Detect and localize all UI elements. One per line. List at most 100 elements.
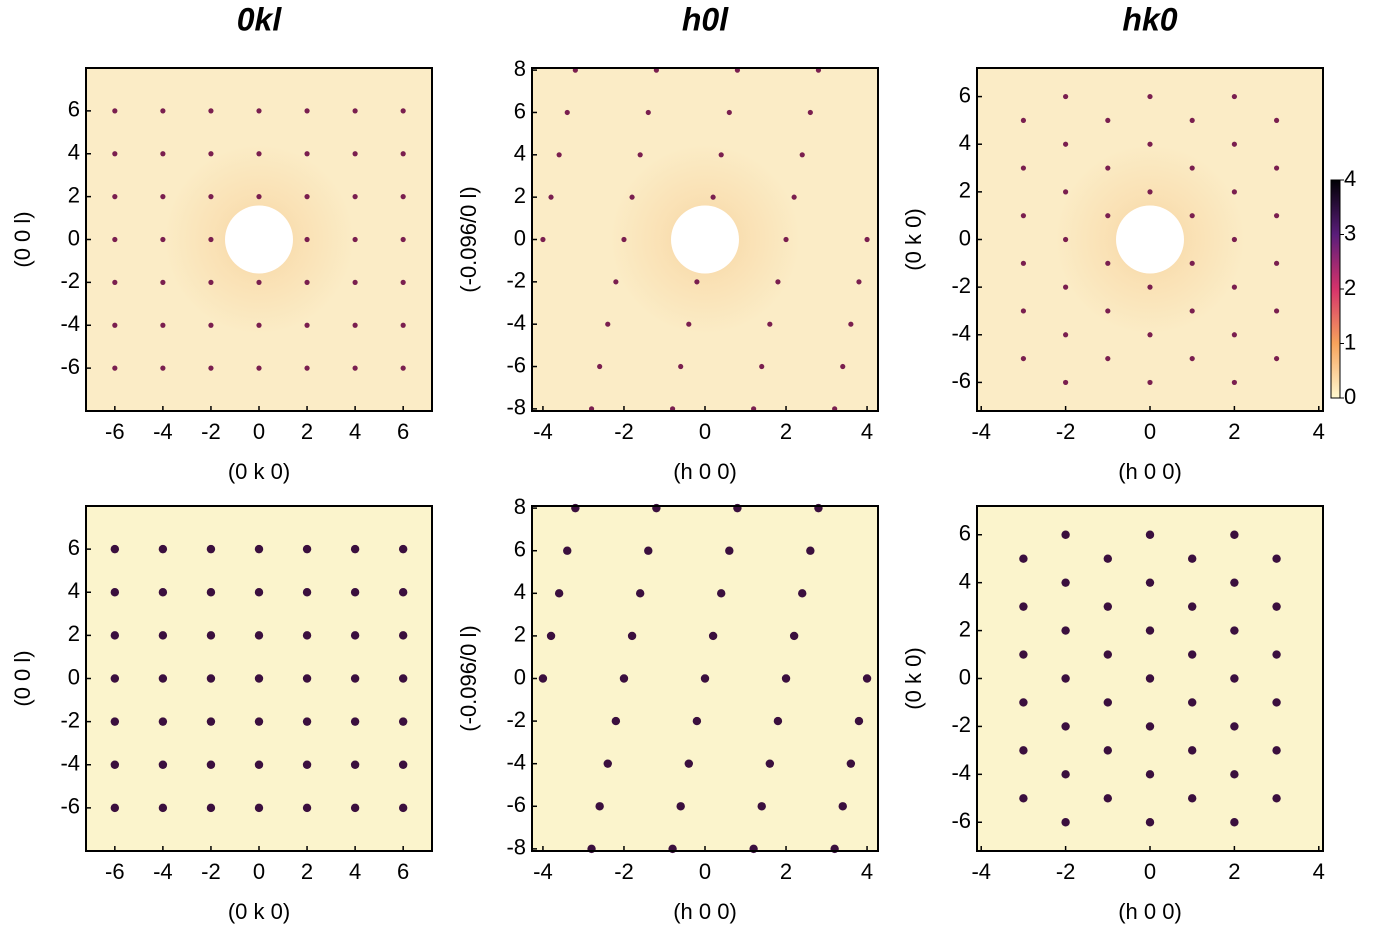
x-tick-label: 4	[349, 859, 361, 884]
x-tick-label: 2	[301, 859, 313, 884]
x-tick-label: 6	[397, 419, 409, 444]
bragg-peak	[1231, 379, 1237, 386]
bragg-peak	[350, 588, 360, 597]
bragg-peak	[554, 589, 564, 598]
bragg-peak	[350, 803, 360, 813]
bragg-peak	[160, 236, 166, 243]
x-tick-label: 0	[699, 859, 711, 884]
y-tick-label: -6	[60, 794, 80, 819]
bragg-peak	[206, 631, 216, 640]
bragg-peak	[1147, 379, 1153, 386]
bragg-peak	[1105, 260, 1111, 266]
bragg-peak	[256, 322, 262, 328]
x-axis-label: (0 k 0)	[228, 899, 290, 924]
bragg-peak	[1061, 770, 1070, 779]
bragg-peak	[775, 279, 781, 285]
bragg-peak	[256, 151, 262, 157]
x-tick-label: 0	[699, 419, 711, 444]
bragg-peak	[767, 321, 773, 327]
bragg-peak	[254, 544, 264, 554]
bragg-peak	[1103, 794, 1113, 803]
bragg-peak	[302, 717, 312, 726]
bragg-peak	[352, 322, 358, 328]
bragg-peak	[400, 322, 406, 328]
y-tick-label: 4	[514, 141, 526, 166]
x-tick-label: -2	[1056, 419, 1076, 444]
bragg-peak	[1019, 650, 1028, 659]
x-tick-label: 2	[780, 419, 792, 444]
bragg-peak	[304, 279, 310, 285]
x-tick-label: 0	[1144, 859, 1156, 884]
x-axis-label: (h 0 0)	[673, 899, 737, 924]
y-tick-label: 4	[68, 578, 80, 603]
bragg-peak	[302, 803, 312, 813]
bragg-peak	[1103, 602, 1113, 611]
bragg-peak	[1231, 93, 1237, 100]
y-tick-label: 6	[68, 97, 80, 122]
bragg-peak	[678, 363, 684, 370]
bragg-peak	[1061, 818, 1070, 827]
bragg-peak	[710, 194, 716, 200]
bragg-peak	[1147, 93, 1153, 100]
bragg-peak	[1019, 746, 1028, 755]
bragg-peak	[398, 544, 408, 554]
bragg-peak	[158, 717, 168, 726]
x-tick-label: 2	[780, 859, 792, 884]
y-tick-label: -2	[60, 707, 80, 732]
bragg-peak	[1272, 746, 1281, 755]
x-tick-label: -2	[1056, 859, 1076, 884]
bragg-peak	[400, 194, 406, 200]
bragg-peak	[112, 108, 118, 114]
bragg-peak	[350, 544, 360, 554]
bragg-peak	[595, 802, 604, 811]
y-tick-label: -2	[506, 268, 526, 293]
bragg-peak	[1105, 117, 1111, 124]
y-tick-label: 6	[959, 521, 971, 546]
x-tick-label: 4	[1313, 419, 1325, 444]
x-tick-label: 6	[397, 859, 409, 884]
x-tick-label: 2	[1228, 859, 1240, 884]
bragg-peak	[1145, 722, 1155, 731]
bragg-peak	[1103, 650, 1113, 659]
y-tick-label: -6	[506, 352, 526, 377]
bragg-peak	[1105, 308, 1111, 314]
bragg-peak	[1147, 332, 1153, 338]
y-tick-label: 0	[514, 664, 526, 689]
bragg-peak	[1272, 698, 1281, 707]
bragg-peak	[1272, 794, 1281, 803]
bragg-peak	[254, 717, 264, 726]
bragg-peak	[781, 674, 791, 683]
y-tick-label: -4	[506, 310, 526, 335]
bragg-peak	[726, 109, 732, 116]
bragg-peak	[110, 674, 120, 683]
y-tick-label: 4	[959, 568, 971, 593]
bragg-peak	[1189, 165, 1195, 171]
bragg-peak	[621, 236, 627, 243]
bragg-peak	[1145, 818, 1155, 827]
bragg-peak	[597, 363, 603, 370]
y-tick-label: -8	[506, 395, 526, 420]
bragg-peak	[564, 109, 570, 116]
beam-stop	[1116, 205, 1184, 274]
bragg-peak	[350, 717, 360, 726]
bragg-peak	[1187, 554, 1197, 563]
bragg-peak	[684, 759, 693, 768]
bragg-peak	[1273, 117, 1280, 124]
y-tick-label: 0	[514, 225, 526, 250]
bragg-peak	[158, 544, 168, 554]
x-tick-label: 2	[301, 419, 313, 444]
bragg-peak	[352, 194, 358, 200]
bragg-peak	[398, 674, 408, 683]
bragg-peak	[160, 279, 166, 285]
bragg-peak	[350, 674, 360, 683]
bragg-peak	[708, 631, 718, 641]
y-axis-label: (0 k 0)	[901, 208, 926, 270]
bragg-peak	[256, 365, 262, 371]
bragg-peak	[302, 544, 312, 554]
bragg-peak	[158, 674, 168, 683]
bragg-peak	[619, 674, 629, 683]
bragg-peak	[773, 716, 783, 726]
bragg-peak	[1020, 117, 1027, 124]
bragg-peak	[158, 631, 168, 640]
x-axis-label: (h 0 0)	[1118, 459, 1182, 484]
